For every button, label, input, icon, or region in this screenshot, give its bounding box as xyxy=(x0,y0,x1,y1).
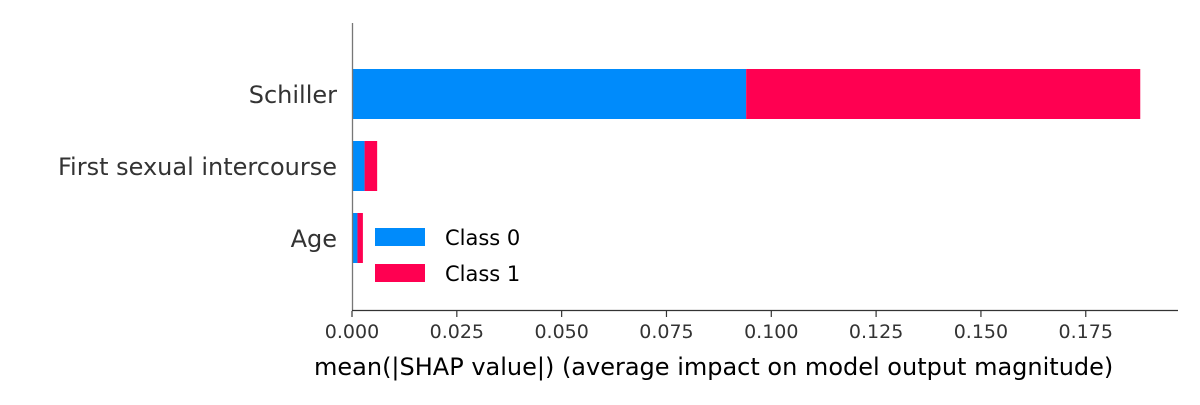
bar-schiller-class-0 xyxy=(352,69,747,119)
x-axis-title: mean(|SHAP value|) (average impact on mo… xyxy=(314,353,1113,381)
legend-label: Class 1 xyxy=(445,262,520,286)
x-tick-label: 0.000 xyxy=(325,321,379,343)
x-tick-label: 0.150 xyxy=(954,321,1008,343)
x-tick-label: 0.075 xyxy=(639,321,693,343)
legend-swatch-class-0 xyxy=(375,228,425,246)
x-tick-label: 0.050 xyxy=(534,321,588,343)
x-tick-label: 0.175 xyxy=(1059,321,1113,343)
bar-first-sexual-intercourse-class-1 xyxy=(364,141,378,191)
category-label: Schiller xyxy=(249,81,337,109)
legend-swatch-class-1 xyxy=(375,264,425,282)
legend-label: Class 0 xyxy=(445,226,520,250)
x-tick-label: 0.100 xyxy=(744,321,798,343)
x-ticks: 0.000 0.025 0.050 0.075 0.100 0.125 0.150 0.175 xyxy=(325,311,1113,343)
bar-schiller-class-1 xyxy=(746,69,1141,119)
category-label: Age xyxy=(291,225,337,253)
bar-age-class-1 xyxy=(357,213,363,263)
x-tick-label: 0.125 xyxy=(849,321,903,343)
bar-age-class-0 xyxy=(352,213,358,263)
x-tick-label: 0.025 xyxy=(430,321,484,343)
legend: Class 0 Class 1 xyxy=(375,226,520,286)
category-label: First sexual intercourse xyxy=(58,153,337,181)
bars-layer xyxy=(352,69,1141,263)
bar-first-sexual-intercourse-class-0 xyxy=(352,141,365,191)
category-labels: Schiller First sexual intercourse Age xyxy=(58,81,337,253)
